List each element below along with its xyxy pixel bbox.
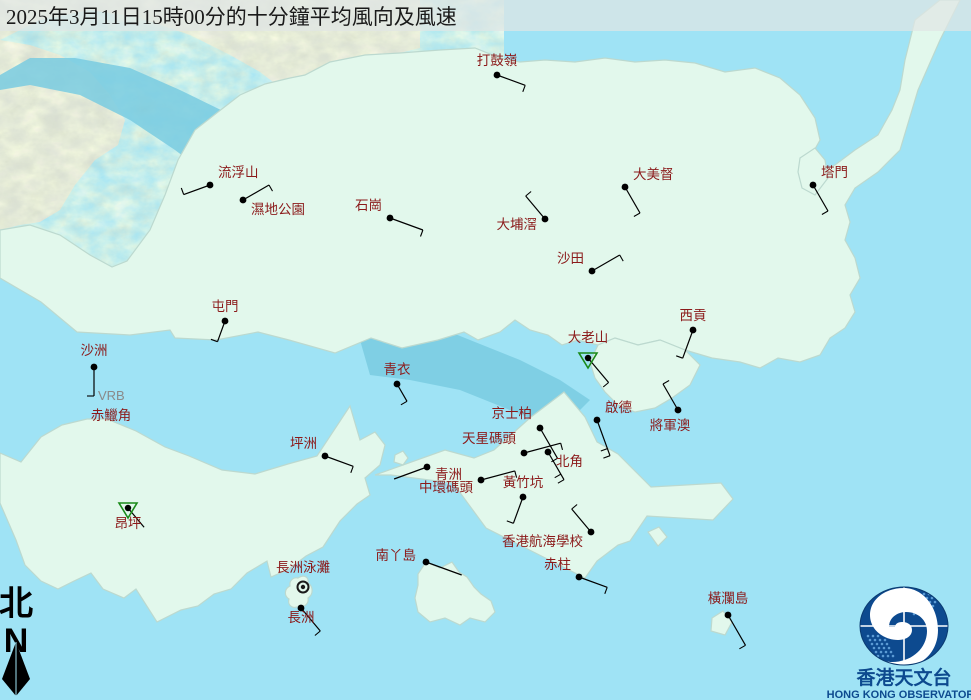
- svg-text:沙洲: 沙洲: [81, 343, 108, 358]
- svg-text:中環碼頭: 中環碼頭: [419, 480, 473, 495]
- svg-text:VRB: VRB: [98, 388, 125, 403]
- svg-text:坪洲: 坪洲: [290, 436, 317, 451]
- svg-text:長洲: 長洲: [288, 610, 315, 625]
- svg-text:將軍澳: 將軍澳: [650, 418, 691, 433]
- svg-text:西貢: 西貢: [680, 308, 707, 323]
- svg-text:黃竹坑: 黃竹坑: [503, 475, 544, 490]
- svg-text:昂坪: 昂坪: [115, 516, 142, 531]
- svg-text:長洲泳灘: 長洲泳灘: [276, 560, 330, 575]
- svg-text:天星碼頭: 天星碼頭: [462, 431, 516, 446]
- svg-text:流浮山: 流浮山: [218, 165, 259, 180]
- svg-text:大美督: 大美督: [633, 167, 674, 182]
- svg-text:沙田: 沙田: [557, 251, 584, 266]
- svg-text:大老山: 大老山: [568, 330, 609, 345]
- svg-text:大埔滘: 大埔滘: [497, 217, 538, 232]
- svg-text:石崗: 石崗: [355, 198, 382, 213]
- svg-text:北角: 北角: [556, 454, 583, 469]
- svg-text:香港航海學校: 香港航海學校: [502, 533, 583, 549]
- svg-text:濕地公園: 濕地公園: [251, 202, 305, 217]
- svg-text:京士柏: 京士柏: [492, 406, 533, 421]
- svg-text:塔門: 塔門: [821, 165, 848, 180]
- svg-text:赤柱: 赤柱: [544, 557, 571, 572]
- svg-text:北: 北: [0, 585, 33, 623]
- svg-text:南丫島: 南丫島: [376, 548, 417, 563]
- svg-text:赤鱲角: 赤鱲角: [91, 408, 132, 423]
- svg-text:屯門: 屯門: [212, 299, 239, 314]
- svg-text:HONG KONG OBSERVATORY: HONG KONG OBSERVATORY: [827, 689, 971, 700]
- svg-text:橫瀾島: 橫瀾島: [708, 591, 749, 606]
- svg-text:香港天文台: 香港天文台: [855, 666, 951, 689]
- svg-text:打鼓嶺: 打鼓嶺: [477, 52, 518, 68]
- svg-text:啟德: 啟德: [605, 400, 632, 415]
- svg-text:青衣: 青衣: [384, 362, 411, 377]
